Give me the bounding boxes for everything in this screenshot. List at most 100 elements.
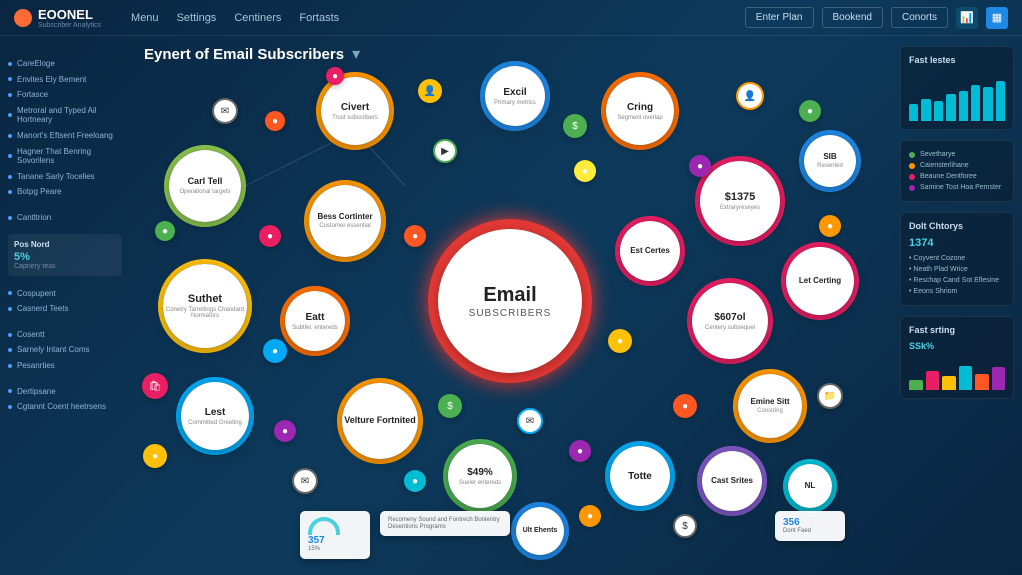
sidebar-item[interactable]: Pesanrties <box>8 358 122 374</box>
network-node-carltell[interactable]: Carl TellOperational targets <box>169 150 241 222</box>
network-node-ult[interactable]: Ult Ehents <box>516 507 564 555</box>
network-node-p607[interactable]: $607olCentery subsequel <box>692 283 768 359</box>
mini-node-icon[interactable]: 🛍 <box>142 373 168 399</box>
network-node-bess[interactable]: Bess CortinterCustomer essential <box>309 185 381 257</box>
mini-node-icon[interactable]: ● <box>819 215 841 237</box>
bottom-stat-card[interactable]: Recomeny Sound and Fontrech Bonientry De… <box>380 511 510 536</box>
mini-node-icon[interactable]: ● <box>263 339 287 363</box>
network-node-emine[interactable]: Emine SittConstring <box>738 374 802 438</box>
sidebar-item[interactable]: Cgtannt Coent heetrsens <box>8 399 122 415</box>
mini-node-icon[interactable]: 📁 <box>817 383 843 409</box>
bullet-icon <box>8 62 12 66</box>
nav-settings[interactable]: Settings <box>177 12 217 24</box>
nav-fortasts[interactable]: Fortasts <box>299 12 339 24</box>
network-node-cring[interactable]: CringSegment overlap <box>606 77 674 145</box>
mini-node-icon[interactable]: ● <box>673 394 697 418</box>
sidebar-item[interactable]: Cantltrion <box>8 210 122 226</box>
enter-plan-button[interactable]: Enter Plan <box>745 7 814 28</box>
mini-node-icon[interactable]: ● <box>143 444 167 468</box>
grid-icon[interactable]: ▦ <box>986 7 1008 29</box>
network-node-castsrites[interactable]: Cast Srites <box>702 451 762 511</box>
mini-node-icon[interactable]: 👤 <box>736 82 764 110</box>
bullet-icon <box>8 175 12 179</box>
network-node-eatt[interactable]: EattSubtler, entereds <box>285 291 345 351</box>
nav-menu[interactable]: Menu <box>131 12 159 24</box>
mini-node-icon[interactable]: $ <box>438 394 462 418</box>
network-node-sib[interactable]: SIBResented <box>804 135 856 187</box>
sidebar-stat-card[interactable]: Pos Nord 5% Capnery teas <box>8 234 122 276</box>
mini-node-icon[interactable]: ● <box>274 420 296 442</box>
bottom-stat-card[interactable]: 356Dont Faed <box>775 511 845 541</box>
bar <box>959 366 973 391</box>
mini-node-icon[interactable]: ● <box>689 155 711 177</box>
nav-centiners[interactable]: Centiners <box>234 12 281 24</box>
bar <box>992 367 1006 390</box>
bar <box>996 81 1005 121</box>
sidebar-item[interactable]: Botpg Peare <box>8 184 122 200</box>
network-node-totte[interactable]: Totte <box>610 446 670 506</box>
mini-node-icon[interactable]: ▶ <box>433 139 457 163</box>
mini-node-icon[interactable]: ● <box>259 225 281 247</box>
network-node-p49[interactable]: $49%Sueler entereds <box>448 444 512 508</box>
mini-node-icon[interactable]: ● <box>799 100 821 122</box>
network-node-estcertes[interactable]: Est Certes <box>620 221 680 281</box>
network-node-excil[interactable]: ExcilPrimary metrics <box>485 66 545 126</box>
sidebar-item[interactable]: Dertipsane <box>8 384 122 400</box>
metric-item: • Coyvent Cozone <box>909 253 1005 264</box>
mini-node-icon[interactable]: $ <box>563 114 587 138</box>
metrics-card[interactable]: Dolt Chtorys 1374 • Coyvent Cozone• Neat… <box>900 212 1014 306</box>
sidebar-item[interactable]: Casnerd Teets <box>8 301 122 317</box>
mini-node-icon[interactable]: ● <box>265 111 285 131</box>
legend-item[interactable]: Caiensterlihane <box>909 160 1005 171</box>
legend-item[interactable]: Samine Tost Hoa Pemster <box>909 182 1005 193</box>
mini-node-icon[interactable]: ● <box>404 225 426 247</box>
network-node-letcerting[interactable]: Let Certing <box>786 247 854 315</box>
bar <box>959 91 968 121</box>
right-sidebar: Fast lestes SevetharyeCaiensterlihaneBea… <box>892 36 1022 575</box>
mini-node-icon[interactable]: ● <box>608 329 632 353</box>
mini-node-icon[interactable]: ● <box>579 505 601 527</box>
sidebar-item[interactable]: Manort's Eftsent Freeloang <box>8 128 122 144</box>
chart-card-2[interactable]: Fast srting SSk% <box>900 316 1014 399</box>
stat-card-title: Pos Nord <box>14 240 116 249</box>
mini-node-icon[interactable]: ● <box>326 67 344 85</box>
mini-node-icon[interactable]: ● <box>404 470 426 492</box>
legend-item[interactable]: Sevetharye <box>909 149 1005 160</box>
mini-node-icon[interactable]: ✉ <box>292 468 318 494</box>
bottom-stat-card[interactable]: 35715% <box>300 511 370 559</box>
network-node-suthet[interactable]: SuthetConetry Tarretlings Chandard Norma… <box>163 264 247 348</box>
app-header: EOONEL Subscriber Analytics Menu Setting… <box>0 0 1022 36</box>
network-canvas[interactable]: Eynert of Email Subscribers ▾ EmailSUBSC… <box>130 36 892 575</box>
sidebar-item[interactable]: Fortasce <box>8 87 122 103</box>
mini-node-icon[interactable]: ✉ <box>212 98 238 124</box>
bullet-icon <box>8 216 12 220</box>
center-node[interactable]: EmailSUBSCRIBERS <box>438 229 582 373</box>
network-node-lest[interactable]: LestCommitted Greeting <box>181 382 249 450</box>
network-node-nl[interactable]: NL <box>788 464 832 508</box>
chevron-down-icon[interactable]: ▾ <box>352 44 360 64</box>
network-node-p1375[interactable]: $1375Extraryreseyes <box>700 161 780 241</box>
sidebar-item[interactable]: CareEloge <box>8 56 122 72</box>
sidebar-item[interactable]: Cosentt <box>8 327 122 343</box>
mini-node-icon[interactable]: ● <box>155 221 175 241</box>
stats-icon[interactable]: 📊 <box>956 7 978 29</box>
bookend-button[interactable]: Bookend <box>822 7 883 28</box>
sidebar-item[interactable]: Envites Ely Bement <box>8 72 122 88</box>
legend-item[interactable]: Beaune Dentforee <box>909 171 1005 182</box>
sidebar-item[interactable]: Sarnely Intant Coms <box>8 342 122 358</box>
network-node-velture[interactable]: Velture Fortnited <box>342 383 418 459</box>
brand-logo[interactable]: EOONEL Subscriber Analytics <box>14 7 101 29</box>
bar <box>909 380 923 391</box>
mini-node-icon[interactable]: ● <box>574 160 596 182</box>
conorts-button[interactable]: Conorts <box>891 7 948 28</box>
mini-node-icon[interactable]: ✉ <box>517 408 543 434</box>
sidebar-item[interactable]: Cospupent <box>8 286 122 302</box>
mini-node-icon[interactable]: ● <box>569 440 591 462</box>
network-node-civert[interactable]: CivertTrust subscribers <box>321 77 389 145</box>
chart-card-1[interactable]: Fast lestes <box>900 46 1014 130</box>
sidebar-item[interactable]: Metroral and Typed Ail Hortneary <box>8 103 122 128</box>
sidebar-item[interactable]: Tanane Sarly Tocelies <box>8 169 122 185</box>
mini-node-icon[interactable]: 👤 <box>418 79 442 103</box>
mini-node-icon[interactable]: $ <box>673 514 697 538</box>
sidebar-item[interactable]: Hagner That Benring Sovorilens <box>8 144 122 169</box>
